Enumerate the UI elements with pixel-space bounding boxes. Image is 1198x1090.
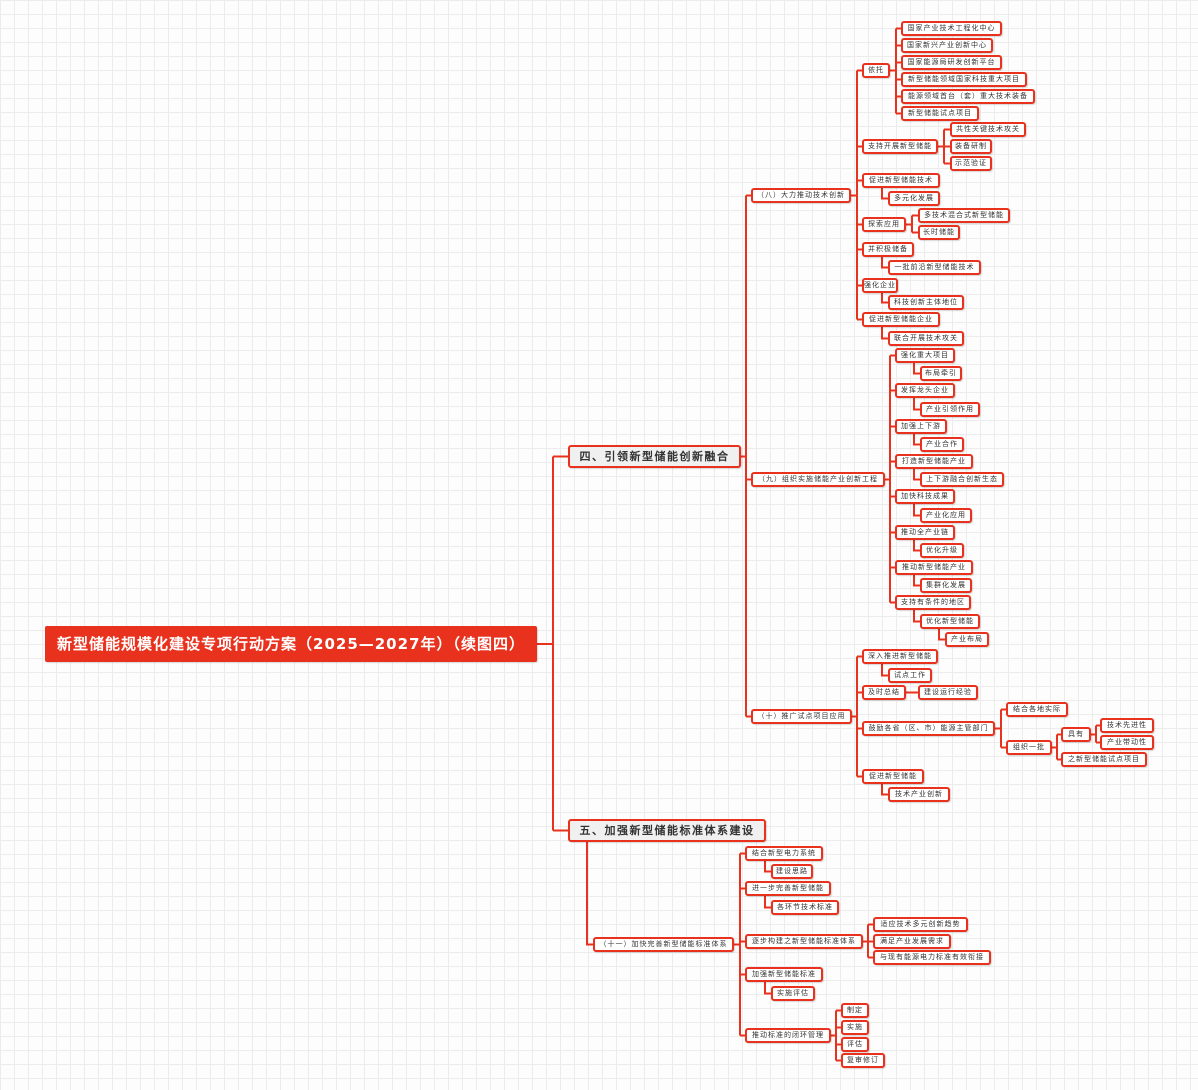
topic-node[interactable]: 科技创新主体地位 [888,295,964,310]
topic-node[interactable]: 优化升级 [920,543,964,558]
topic-node[interactable]: 产业化应用 [920,508,972,523]
topic-node[interactable]: （十）推广试点项目应用 [751,709,852,724]
topic-node[interactable]: 之新型储能试点项目 [1061,752,1147,767]
topic-node[interactable]: 多技术混合式新型储能 [918,208,1010,223]
topic-node[interactable]: 实施评估 [771,986,815,1001]
topic-node[interactable]: 进一步完善新型储能 [745,881,831,896]
topic-node[interactable]: 加快科技成果 [895,489,955,504]
topic-node[interactable]: 评估 [841,1037,869,1052]
topic-node[interactable]: 逐步构建之新型储能标准体系 [745,934,863,949]
topic-node[interactable]: 支持有条件的地区 [895,595,971,610]
topic-node[interactable]: 强化重大项目 [895,348,955,363]
topic-node[interactable]: 装备研制 [950,139,992,154]
topic-node[interactable]: 各环节技术标准 [771,900,839,915]
main-branch-topic[interactable]: 四、引领新型储能创新融合 [568,445,741,468]
topic-node[interactable]: 结合新型电力系统 [745,846,823,861]
topic-node[interactable]: 具有 [1061,727,1091,742]
topic-node[interactable]: 实施 [841,1020,869,1035]
topic-node[interactable]: 依托 [862,63,890,78]
topic-node[interactable]: 深入推进新型储能 [862,649,938,664]
topic-node[interactable]: 国家新兴产业创新中心 [901,38,993,53]
topic-node[interactable]: （十一）加快完善新型储能标准体系 [593,937,734,952]
topic-node[interactable]: （八）大力推动技术创新 [751,188,851,203]
topic-node[interactable]: 新型储能领域国家科技重大项目 [901,72,1027,87]
connector-line [913,363,920,375]
connector-line [586,842,593,946]
topic-node[interactable]: 推动全产业链 [895,525,955,540]
topic-node[interactable]: 推动标准的闭环管理 [745,1028,831,1043]
topic-node[interactable]: 探索应用 [862,217,906,232]
topic-node[interactable]: 结合各地实际 [1006,702,1068,717]
main-branch-topic[interactable]: 五、加强新型储能标准体系建设 [568,819,766,842]
connector-line [881,188,888,200]
topic-node[interactable]: 打造新型储能产业 [895,454,973,469]
root-topic[interactable]: 新型储能规模化建设专项行动方案（2025—2027年）（续图四） [45,626,537,662]
topic-node[interactable]: 推动新型储能产业 [895,560,973,575]
topic-node[interactable]: 试点工作 [888,668,932,683]
connector-line [913,610,920,623]
topic-node[interactable]: 技术先进性 [1100,718,1154,733]
topic-node[interactable]: 优化新型储能 [920,614,980,629]
connector-line [913,504,920,517]
topic-node[interactable]: 鼓励各省（区、市）能源主管部门 [862,721,995,736]
topic-node[interactable]: 产业合作 [920,437,964,452]
topic-node[interactable]: 布局牵引 [920,366,962,381]
connector-line [764,861,771,873]
connector-line [881,257,888,269]
topic-node[interactable]: 制定 [841,1003,869,1018]
connector-line [913,398,920,411]
connector-line [881,664,888,677]
topic-node[interactable]: 能源领域首台（套）重大技术装备 [901,89,1035,104]
topic-node[interactable]: 示范验证 [950,156,992,171]
topic-node[interactable]: 促进新型储能企业 [862,312,940,327]
connector-line [881,327,888,340]
topic-node[interactable]: 长时储能 [918,225,960,240]
topic-node[interactable]: 上下游融合创新生态 [920,472,1004,487]
topic-node[interactable]: 发挥龙头企业 [895,383,955,398]
topic-node[interactable]: 支持开展新型储能 [862,139,938,154]
topic-node[interactable]: 促进新型储能 [862,769,924,784]
topic-node[interactable]: 国家产业技术工程化中心 [901,21,1002,36]
connector-line [913,540,920,552]
topic-node[interactable]: 加强新型储能标准 [745,967,823,982]
topic-node[interactable]: 加强上下游 [895,419,947,434]
topic-node[interactable]: 多元化发展 [888,191,940,206]
topic-node[interactable]: 共性关键技术攻关 [950,122,1026,137]
topic-node[interactable]: 建设思路 [771,864,813,879]
topic-node[interactable]: 联合开展技术攻关 [888,331,964,346]
topic-node[interactable]: 国家能源局研发创新平台 [901,55,1002,70]
connector-line [764,982,771,995]
topic-node[interactable]: 集群化发展 [920,578,972,593]
topic-node[interactable]: 强化企业 [862,278,898,293]
topic-node[interactable]: 与现有能源电力标准有效衔接 [873,950,991,965]
connector-line [764,896,771,909]
topic-node[interactable]: 建设运行经验 [918,685,978,700]
topic-node[interactable]: 并积极储备 [862,242,914,257]
topic-node[interactable]: 产业带动性 [1100,735,1154,750]
topic-node[interactable]: 产业引领作用 [920,402,980,417]
topic-node[interactable]: 技术产业创新 [888,787,950,802]
topic-node[interactable]: 满足产业发展需求 [873,934,951,949]
topic-node[interactable]: 新型储能试点项目 [901,106,979,121]
connector-line [881,293,888,304]
topic-node[interactable]: 适应技术多元创新趋势 [873,917,968,932]
topic-node[interactable]: （九）组织实施储能产业创新工程 [751,472,885,487]
connector-line [913,469,920,481]
connector-line [913,575,920,587]
connector-line [938,629,945,641]
topic-node[interactable]: 复审修订 [841,1053,885,1068]
connector-line [881,784,888,796]
topic-node[interactable]: 一批前沿新型储能技术 [888,260,981,275]
topic-node[interactable]: 及时总结 [862,685,906,700]
connector-line [913,434,920,446]
topic-node[interactable]: 组织一批 [1006,740,1052,755]
topic-node[interactable]: 产业布局 [945,632,989,647]
topic-node[interactable]: 促进新型储能技术 [862,173,940,188]
